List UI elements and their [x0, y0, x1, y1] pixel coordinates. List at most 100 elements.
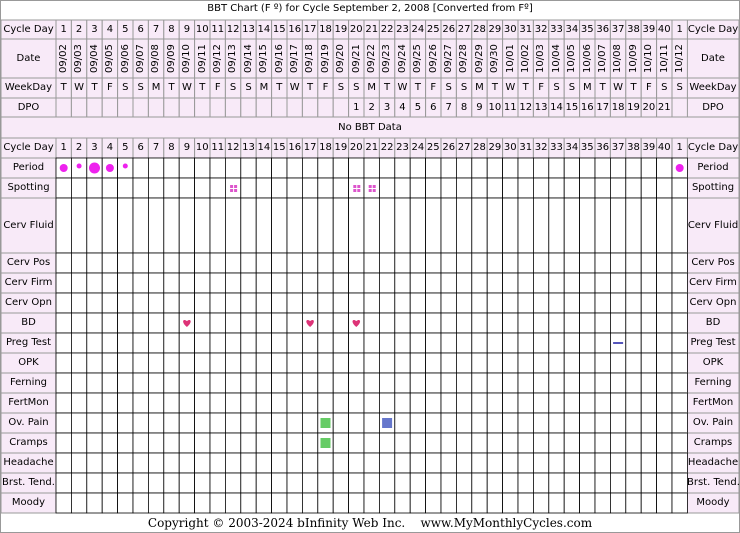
day-cell [640, 432, 658, 454]
weekday-letter: S [460, 82, 468, 93]
day-cell [86, 492, 103, 514]
period-dot [675, 164, 684, 172]
day-cell [363, 312, 380, 334]
cycle-day-number: 30 [503, 142, 517, 153]
day-cell [117, 452, 134, 474]
day-cell [86, 272, 103, 294]
day-cell [132, 97, 149, 118]
day-cell [332, 177, 350, 199]
day-cell [301, 97, 319, 118]
day-cell [579, 432, 596, 454]
day-cell [378, 332, 396, 354]
dpo-number: 11 [503, 102, 517, 113]
day-cell [656, 492, 673, 514]
cycle-day-number: 9 [183, 24, 191, 35]
cycle-day-number: 2 [75, 24, 83, 35]
day-cell [178, 272, 195, 294]
day-cell [563, 372, 581, 394]
day-cell [317, 197, 334, 254]
date-label: 10/12 [674, 44, 685, 73]
cycle-day-number: 7 [152, 24, 160, 35]
day-cell [363, 432, 380, 454]
day-cell [286, 492, 303, 514]
cycle-day-number: 26 [442, 24, 456, 35]
day-cell [471, 177, 488, 199]
day-cell [71, 412, 88, 434]
day-cell [455, 412, 473, 434]
row-label-cerv-fluid-left: Cerv Fluid [3, 220, 54, 231]
day-cell [378, 472, 396, 494]
cycle-day-number: 11 [211, 24, 225, 35]
day-cell [224, 352, 242, 374]
day-cell [625, 352, 642, 374]
day-cell [671, 272, 688, 294]
day-cell [594, 332, 611, 354]
cycle-day-number: 1 [60, 142, 67, 153]
day-cell [610, 452, 627, 474]
day-cell [224, 392, 242, 414]
day-cell [409, 177, 427, 199]
day-cell [625, 452, 642, 474]
day-cell [455, 292, 473, 314]
day-cell [425, 157, 442, 179]
day-cell [194, 312, 211, 334]
day-cell [671, 197, 688, 254]
weekday-letter: W [74, 82, 85, 93]
spotting-dot [368, 185, 372, 188]
day-cell [332, 372, 350, 394]
day-cell [255, 392, 273, 414]
day-cell [440, 312, 457, 334]
day-cell [86, 292, 103, 314]
cycle-day-number: 15 [272, 24, 286, 35]
day-cell [579, 452, 596, 474]
day-cell [563, 332, 581, 354]
weekday-letter: F [107, 82, 113, 93]
day-cell [71, 292, 88, 314]
cycle-day-number: 19 [334, 142, 348, 153]
weekday-letter: T [60, 82, 67, 93]
date-label: 09/15 [258, 44, 270, 73]
dpo-number: 17 [596, 102, 610, 113]
day-cell [640, 292, 658, 314]
day-cell [656, 292, 673, 314]
day-cell [378, 432, 396, 454]
cycle-day-number: 35 [580, 142, 594, 153]
day-cell [117, 472, 134, 494]
day-cell [132, 412, 149, 434]
day-cell [240, 97, 257, 118]
day-cell [409, 332, 427, 354]
day-cell [209, 392, 226, 414]
day-cell [163, 472, 180, 494]
day-cell [55, 97, 72, 118]
cycle-day-number: 27 [457, 24, 471, 35]
day-cell [286, 157, 303, 179]
day-cell [610, 372, 627, 394]
day-cell [656, 272, 673, 294]
day-cell [332, 472, 350, 494]
day-cell [471, 252, 488, 274]
cycle-day-number: 19 [334, 24, 348, 35]
day-cell [86, 392, 103, 414]
day-cell [425, 492, 442, 514]
dpo-number: 14 [550, 102, 563, 113]
cycle-day-number: 39 [642, 24, 656, 35]
day-cell [394, 252, 411, 274]
day-cell [255, 97, 273, 118]
day-cell [332, 492, 350, 514]
day-cell [117, 292, 134, 314]
day-cell [271, 492, 288, 514]
day-cell [610, 252, 627, 274]
date-label: 09/20 [335, 44, 347, 73]
day-cell [548, 292, 565, 314]
row-label-bg-right [686, 197, 740, 254]
day-cell [224, 197, 242, 254]
day-cell [132, 177, 149, 199]
cycle-day-number: 6 [137, 24, 144, 35]
ov-pain-marker [320, 418, 331, 428]
day-cell [147, 352, 165, 374]
day-cell [625, 492, 642, 514]
dpo-number: 21 [657, 102, 671, 113]
row-label-cerv-firm-right: Cerv Firm [689, 277, 737, 288]
weekday-letter: S [229, 82, 237, 93]
day-cell [194, 97, 211, 118]
